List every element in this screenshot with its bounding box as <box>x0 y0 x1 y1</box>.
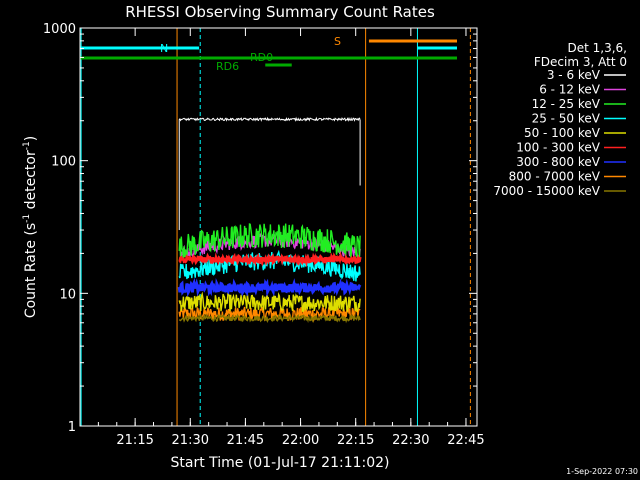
x-tick-label-0: 21:15 <box>116 433 153 448</box>
x-tick-label-1: 21:30 <box>172 433 209 448</box>
y-axis-label-close: ) <box>23 136 39 141</box>
x-tick-label-2: 21:45 <box>227 433 264 448</box>
legend-header-1: Det 1,3,6, <box>568 41 628 55</box>
legend-label-6: 300 - 800 keV <box>516 155 600 169</box>
series-line-6 <box>177 277 362 298</box>
y-axis-label: Count Rate (s-1 detector-1) <box>22 136 39 318</box>
x-tick-label-5: 22:30 <box>392 433 429 448</box>
x-axis-label: Start Time (01-Jul-17 21:11:02) <box>170 455 389 471</box>
plot-area: N S RD0 RD6 <box>80 28 471 426</box>
chart-title: RHESSI Observing Summary Count Rates <box>125 3 435 21</box>
legend-label-7: 800 - 7000 keV <box>509 170 601 184</box>
legend-label-4: 50 - 100 keV <box>524 126 601 140</box>
legend-label-8: 7000 - 15000 keV <box>493 184 600 198</box>
legend-label-1: 6 - 12 keV <box>539 83 601 97</box>
y-axis-label-exp1: -1 <box>22 214 32 223</box>
series-line-0 <box>178 116 361 122</box>
y-tick-label-2: 100 <box>51 155 76 170</box>
axes: 21:15 21:30 21:45 22:00 22:15 22:30 22:45 1 10 10… <box>43 22 485 448</box>
rd0-flag-label: RD0 <box>250 51 273 64</box>
x-tick-label-4: 22:15 <box>337 433 374 448</box>
plot-frame <box>79 27 478 427</box>
legend-label-5: 100 - 300 keV <box>516 141 600 155</box>
legend-header-2: FDecim 3, Att 0 <box>534 55 627 69</box>
series-line-4 <box>178 291 361 313</box>
y-tick-label-3: 1000 <box>43 22 76 37</box>
series-line-8 <box>178 313 361 324</box>
x-tick-label-3: 22:00 <box>282 433 319 448</box>
y-axis-label-mid: detector <box>23 150 39 214</box>
y-axis-label-main: Count Rate (s <box>23 223 39 318</box>
saa-flag-label: S <box>334 35 341 48</box>
legend-label-3: 25 - 50 keV <box>532 112 601 126</box>
series-line-5 <box>178 251 362 268</box>
night-flag-label: N <box>160 42 168 55</box>
legend-label-0: 3 - 6 keV <box>547 68 601 82</box>
y-tick-label-0: 1 <box>68 420 76 435</box>
y-tick-label-1: 10 <box>59 287 76 302</box>
rd6-flag-label: RD6 <box>216 60 239 73</box>
legend-label-2: 12 - 25 keV <box>532 97 601 111</box>
y-axis-label-exp2: -1 <box>22 141 32 150</box>
x-tick-label-6: 22:45 <box>447 433 484 448</box>
series-line-2 <box>178 223 361 260</box>
timestamp: 1-Sep-2022 07:30 <box>566 467 638 476</box>
